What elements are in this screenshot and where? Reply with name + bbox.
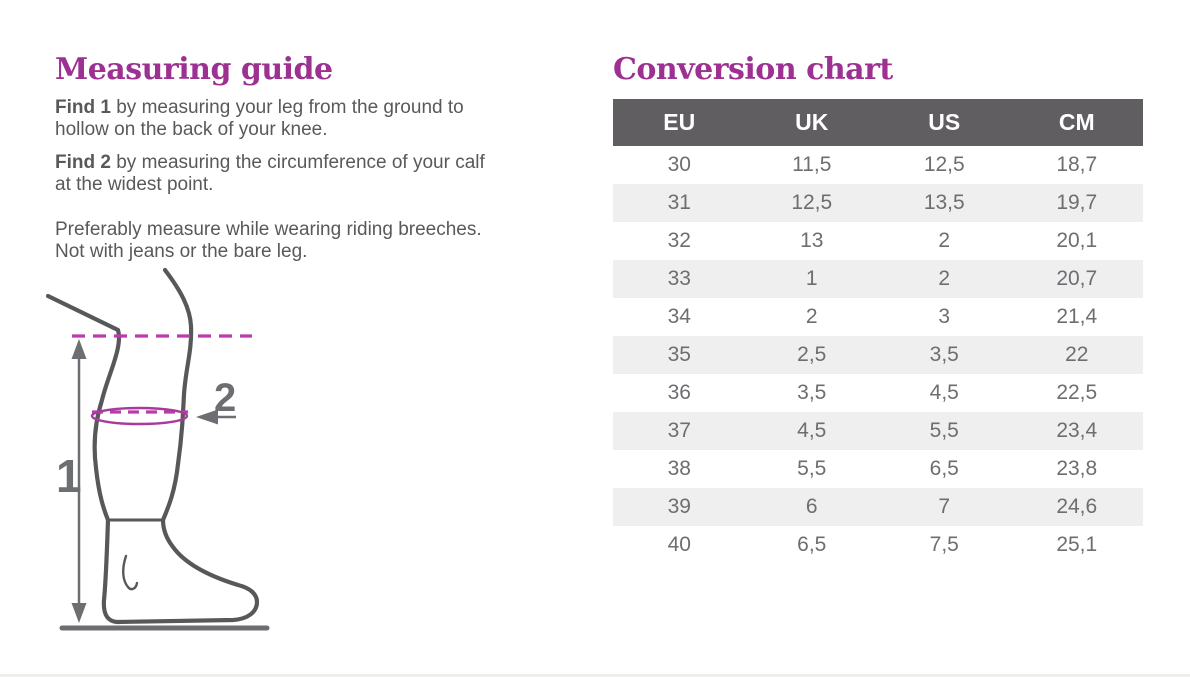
table-cell: 35	[613, 336, 746, 374]
table-row: 35 2,5 3,5 22	[613, 336, 1143, 374]
table-cell: 39	[613, 488, 746, 526]
table-row: 30 11,5 12,5 18,7	[613, 146, 1143, 184]
table-cell: 6,5	[878, 450, 1011, 488]
find-2-text: by measuring the circumference of your c…	[55, 152, 485, 195]
table-cell: 18,7	[1010, 146, 1143, 184]
table-row: 37 4,5 5,5 23,4	[613, 412, 1143, 450]
table-cell: 13	[745, 222, 878, 260]
table-cell: 2	[745, 298, 878, 336]
table-cell: 34	[613, 298, 746, 336]
table-cell: 31	[613, 184, 746, 222]
table-cell: 12,5	[878, 146, 1011, 184]
table-row: 31 12,5 13,5 19,7	[613, 184, 1143, 222]
conversion-table-head: EU UK US CM	[613, 99, 1143, 146]
table-cell: 36	[613, 374, 746, 412]
table-header-cell: EU	[613, 99, 746, 146]
leg-back-outline	[45, 293, 122, 523]
table-cell: 3,5	[745, 374, 878, 412]
note-text: Preferably measure while wearing riding …	[55, 219, 482, 262]
table-cell: 3	[878, 298, 1011, 336]
table-row: 36 3,5 4,5 22,5	[613, 374, 1143, 412]
table-cell: 22,5	[1010, 374, 1143, 412]
leg-measurement-diagram: 1 2	[45, 267, 270, 631]
table-cell: 12,5	[745, 184, 878, 222]
table-row: 34 2 3 21,4	[613, 298, 1143, 336]
table-cell: 5,5	[745, 450, 878, 488]
table-cell: 20,7	[1010, 260, 1143, 298]
page-bottom-border	[0, 674, 1190, 677]
table-cell: 30	[613, 146, 746, 184]
table-cell: 2	[878, 222, 1011, 260]
find-1-label: Find 1	[55, 97, 111, 118]
find-1-text: by measuring your leg from the ground to…	[55, 97, 464, 140]
arrow-left-icon	[196, 409, 218, 425]
table-cell: 6	[745, 488, 878, 526]
table-cell: 20,1	[1010, 222, 1143, 260]
table-header-cell: CM	[1010, 99, 1143, 146]
measure-1-label: 1	[56, 450, 82, 502]
table-row: 38 5,5 6,5 23,8	[613, 450, 1143, 488]
conversion-chart-title: Conversion chart	[613, 52, 893, 87]
table-cell: 19,7	[1010, 184, 1143, 222]
foot-outline	[101, 517, 260, 625]
calf-circumference-ellipse	[90, 406, 189, 426]
conversion-table-head-row: EU UK US CM	[613, 99, 1143, 146]
table-cell: 11,5	[745, 146, 878, 184]
conversion-table: EU UK US CM 30 11,5 12,5 18,7 31 12,5 13,5 19,7 32 1…	[613, 99, 1143, 564]
table-cell: 3,5	[878, 336, 1011, 374]
ankle-bone-mark	[122, 554, 139, 591]
table-cell: 6,5	[745, 526, 878, 564]
instruction-note: Preferably measure while wearing riding …	[55, 219, 487, 262]
measure-2-label: 2	[214, 376, 236, 420]
table-cell: 2	[878, 260, 1011, 298]
find-2-label: Find 2	[55, 152, 111, 173]
leg-front-outline	[160, 267, 194, 523]
table-cell: 2,5	[745, 336, 878, 374]
table-row: 39 6 7 24,6	[613, 488, 1143, 526]
table-cell: 21,4	[1010, 298, 1143, 336]
table-cell: 37	[613, 412, 746, 450]
table-row: 32 13 2 20,1	[613, 222, 1143, 260]
table-cell: 4,5	[745, 412, 878, 450]
table-cell: 32	[613, 222, 746, 260]
table-cell: 5,5	[878, 412, 1011, 450]
table-cell: 23,4	[1010, 412, 1143, 450]
table-row: 33 1 2 20,7	[613, 260, 1143, 298]
table-header-cell: UK	[745, 99, 878, 146]
table-header-cell: US	[878, 99, 1011, 146]
table-cell: 23,8	[1010, 450, 1143, 488]
table-cell: 40	[613, 526, 746, 564]
table-cell: 13,5	[878, 184, 1011, 222]
table-cell: 7	[878, 488, 1011, 526]
table-cell: 4,5	[878, 374, 1011, 412]
table-cell: 24,6	[1010, 488, 1143, 526]
measuring-guide-title: Measuring guide	[55, 52, 333, 87]
measuring-guide-text: Find 1 by measuring your leg from the gr…	[55, 97, 487, 274]
table-cell: 1	[745, 260, 878, 298]
table-cell: 33	[613, 260, 746, 298]
conversion-table-body: 30 11,5 12,5 18,7 31 12,5 13,5 19,7 32 13 2 20,1 33 1…	[613, 146, 1143, 564]
table-row: 40 6,5 7,5 25,1	[613, 526, 1143, 564]
table-cell: 7,5	[878, 526, 1011, 564]
instruction-find-2: Find 2 by measuring the circumference of…	[55, 152, 487, 195]
arrow-up-icon	[71, 339, 87, 359]
arrow-down-icon	[71, 603, 87, 623]
table-cell: 25,1	[1010, 526, 1143, 564]
table-cell: 22	[1010, 336, 1143, 374]
instruction-find-1: Find 1 by measuring your leg from the gr…	[55, 97, 487, 140]
table-cell: 38	[613, 450, 746, 488]
